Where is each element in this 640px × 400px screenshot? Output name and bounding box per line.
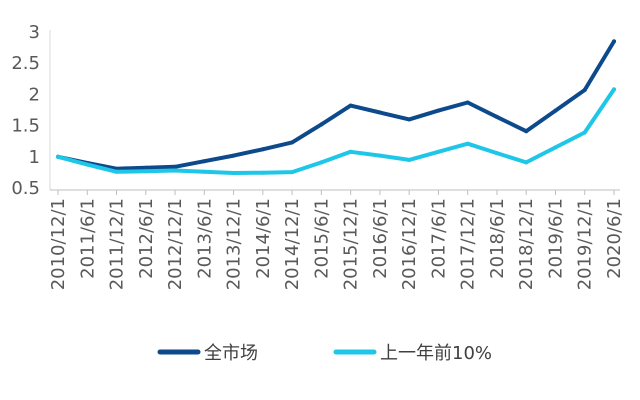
x-tick-label: 2010/12/1 [48,198,69,290]
series-2-point [231,171,236,175]
series-1-point [173,164,178,169]
x-tick-label: 2019/6/1 [545,198,566,279]
series-1-point [524,129,529,134]
series-line-2 [56,87,616,175]
series-2-point [377,153,382,158]
series-2-point [319,160,324,165]
series-1-point [290,140,295,145]
x-tick-label: 2017/6/1 [428,198,449,279]
series-2-point [524,160,529,165]
x-tick-label: 2011/6/1 [77,198,98,279]
series-2-point [494,151,499,156]
x-tick-label: 2015/6/1 [311,198,332,279]
y-axis-ticks: 0.5 1 1.5 2 2.5 3 [11,22,40,199]
series-2-point [143,169,148,174]
legend-label-series-2: 上一年前10% [380,343,492,364]
series-2-point [85,162,90,167]
series-2-point [465,141,470,146]
y-tick-label: 1.5 [11,116,40,137]
x-tick-label: 2014/6/1 [253,198,274,279]
x-tick-label: 2016/12/1 [399,198,420,290]
series-2-point [260,170,265,175]
series-2-point [348,149,353,154]
series-1-point [612,39,616,44]
x-tick-label: 2013/6/1 [194,198,215,279]
x-tick-label: 2015/12/1 [341,198,362,290]
series-1-point [202,159,207,164]
x-tick-label: 2018/12/1 [516,198,537,290]
legend: 全市场 上一年前10% [157,343,492,364]
series-1-point [436,108,441,113]
series-2-point [612,87,616,92]
series-line-1 [56,39,616,171]
series-1-point [553,108,558,113]
series-lines [56,39,616,175]
series-1-point [377,110,382,115]
x-axis-ticks: 2010/12/1 2011/6/1 2011/12/1 2012/6/1 2012/1… [48,190,625,290]
x-tick-label: 2020/6/1 [604,198,625,279]
series-2-point [436,149,441,154]
x-tick-label: 2012/6/1 [136,198,157,279]
series-1-point [465,100,470,105]
x-tick-label: 2018/6/1 [487,198,508,279]
series-1-point [348,103,353,108]
series-2-point [202,169,207,174]
series-2-point [582,130,587,135]
x-tick-label: 2012/12/1 [165,198,186,290]
x-tick-label: 2014/12/1 [282,198,303,290]
series-1-point [407,117,412,122]
y-tick-label: 3 [29,22,40,43]
series-2-point [407,157,412,162]
series-2-point [173,168,178,173]
series-1-point [143,165,148,170]
series-2-point [290,170,295,175]
series-1-point [260,147,265,152]
x-tick-label: 2019/12/1 [575,198,596,290]
series-1-point [494,114,499,119]
x-tick-label: 2013/12/1 [224,198,245,290]
x-tick-label: 2016/6/1 [370,198,391,279]
y-tick-label: 1 [29,147,40,168]
series-1-point [231,153,236,158]
series-2-point [56,154,60,159]
legend-label-series-1: 全市场 [204,343,258,364]
series-1-point [319,122,324,127]
y-tick-label: 2 [29,84,40,105]
y-tick-label: 2.5 [11,53,40,74]
x-tick-label: 2011/12/1 [107,198,128,290]
x-tick-label: 2017/12/1 [458,198,479,290]
series-2-point [553,145,558,150]
series-2-point [114,169,119,174]
y-tick-label: 0.5 [11,178,40,199]
series-1-point [582,88,587,92]
